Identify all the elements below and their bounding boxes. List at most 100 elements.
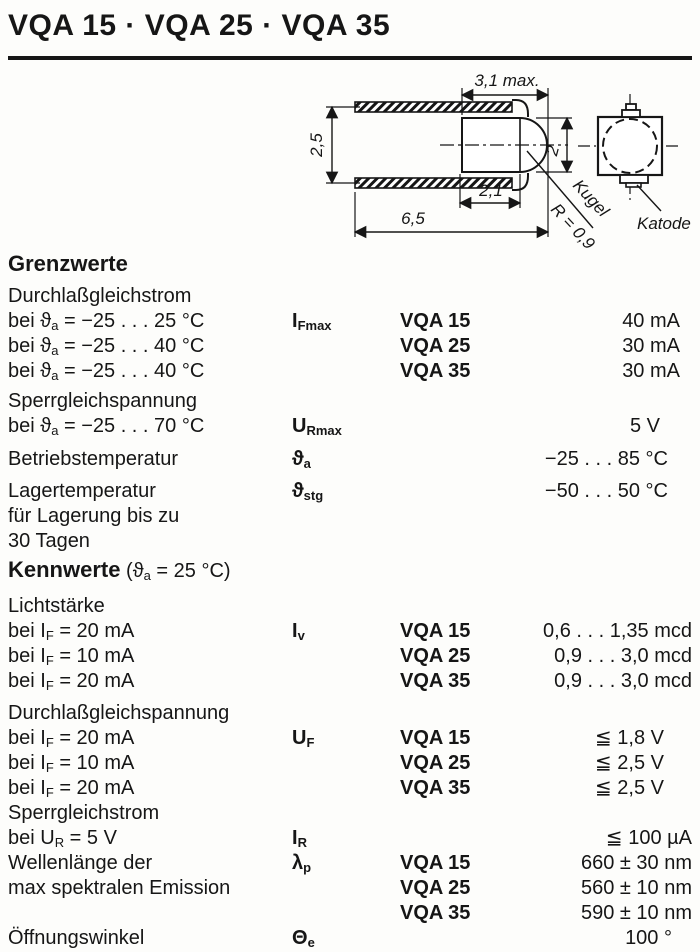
symbol: IFmax <box>292 310 332 333</box>
title-divider <box>8 56 692 60</box>
katode-label: Katode <box>637 214 691 233</box>
param-row: Lagertemperatur ϑstg −50 . . . 50 °C <box>8 479 692 504</box>
param-group-sperrgleichspannung: Sperrgleichspannung bei ϑa = −25 . . . 7… <box>8 389 692 439</box>
symbol: Iv <box>292 620 305 643</box>
param-row: bei IF = 20 mA UF VQA 15 ≦ 1,8 V <box>8 726 692 751</box>
value: 5 V <box>629 415 660 437</box>
value: 590 ± 10 nm <box>580 902 692 924</box>
symbol: UF <box>292 727 315 750</box>
value: −50 . . . 50 °C <box>544 480 668 502</box>
kugel-leader-line <box>526 150 594 229</box>
section-heading-grenzwerte: Grenzwerte <box>8 251 128 276</box>
led-outline-drawing: 3,1 max. 2,5 2 2,1 6,5 Kugel R = 0,9 <box>307 71 691 254</box>
dim-label-length: 6,5 <box>401 209 425 228</box>
lead-top <box>354 101 513 113</box>
param-name: Lichtstärke <box>8 595 105 617</box>
dim-label-width-max: 3,1 max. <box>474 71 539 90</box>
model: VQA 35 <box>400 902 471 924</box>
param-row: bei IF = 10 mA VQA 25 0,9 . . . 3,0 mcd <box>8 644 692 669</box>
value: 0,9 . . . 3,0 mcd <box>554 670 692 692</box>
param-group-durchlassgleichspannung: Durchlaßgleichspannung bei IF = 20 mA UF… <box>8 701 692 801</box>
model: VQA 15 <box>400 620 471 642</box>
param-name: Durchlaßgleichspannung <box>8 702 230 724</box>
section-heading-kennwerte: Kennwerte (ϑa = 25 °C) <box>8 557 231 583</box>
param-row: bei UR = 5 V IR ≦ 100 µA <box>8 826 692 851</box>
model: VQA 25 <box>400 335 471 357</box>
param-row: VQA 35 590 ± 10 nm <box>8 901 692 926</box>
value: 30 mA <box>622 335 680 357</box>
page-title: VQA 15 · VQA 25 · VQA 35 <box>8 9 391 42</box>
model: VQA 35 <box>400 670 471 692</box>
value: 40 mA <box>622 310 680 332</box>
value: ≦ 1,8 V <box>594 727 664 749</box>
model: VQA 25 <box>400 752 471 774</box>
param-row: bei IF = 20 mA Iv VQA 15 0,6 . . . 1,35 … <box>8 619 692 644</box>
param-note: 30 Tagen <box>8 530 90 552</box>
cathode-tab-small <box>625 182 642 188</box>
param-name: Sperrgleichstrom <box>8 802 160 824</box>
param-row: bei ϑa = −25 . . . 70 °C URmax 5 V <box>8 414 692 439</box>
model: VQA 25 <box>400 645 471 667</box>
param-name: Durchlaßgleichstrom <box>8 285 192 307</box>
symbol: URmax <box>292 415 342 438</box>
param-name: Öffnungswinkel <box>8 927 145 949</box>
model: VQA 35 <box>400 360 471 382</box>
cathode-tab <box>619 174 649 184</box>
param-row: bei IF = 20 mA VQA 35 0,9 . . . 3,0 mcd <box>8 669 692 694</box>
condition: bei ϑa = −25 . . . 40 °C <box>8 335 205 358</box>
value: ≦ 2,5 V <box>594 777 664 799</box>
condition: bei IF = 20 mA <box>8 777 135 800</box>
param-group-wellenlaenge: Wellenlänge der λp VQA 15 660 ± 30 nm ma… <box>8 851 692 926</box>
param-name: Sperrgleichspannung <box>8 390 198 412</box>
param-row: bei ϑa = −25 . . . 40 °C VQA 25 30 mA <box>8 334 692 359</box>
value: 30 mA <box>622 360 680 382</box>
condition: bei IF = 20 mA <box>8 727 135 750</box>
value: 560 ± 10 nm <box>580 877 692 899</box>
anode-tab-small <box>625 103 637 111</box>
model: VQA 15 <box>400 852 471 874</box>
value: ≦ 2,5 V <box>594 752 664 774</box>
model: VQA 25 <box>400 877 471 899</box>
param-row: bei ϑa = −25 . . . 40 °C VQA 35 30 mA <box>8 359 692 384</box>
condition: bei IF = 10 mA <box>8 645 135 668</box>
param-row: max spektralen Emission VQA 25 560 ± 10 … <box>8 876 692 901</box>
value: ≦ 100 µA <box>605 827 692 849</box>
value: 100 ° <box>625 927 672 949</box>
value: −25 . . . 85 °C <box>544 448 668 470</box>
katode-leader-line <box>636 184 662 212</box>
condition: bei ϑa = −25 . . . 25 °C <box>8 310 205 333</box>
clip-bend-bottom <box>512 173 529 191</box>
value: 0,6 . . . 1,35 mcd <box>543 620 692 642</box>
front-view-package <box>596 115 664 177</box>
condition: bei IF = 10 mA <box>8 752 135 775</box>
symbol: Θe <box>292 927 315 950</box>
condition: bei UR = 5 V <box>8 827 117 850</box>
param-row-oeffnungswinkel: Öffnungswinkel Θe 100 ° <box>8 926 692 951</box>
param-note: für Lagerung bis zu <box>8 505 180 527</box>
symbol: λp <box>292 852 312 875</box>
param-name: max spektralen Emission <box>8 877 231 899</box>
condition: bei ϑa = −25 . . . 70 °C <box>8 415 205 438</box>
param-name: Lagertemperatur <box>8 480 156 502</box>
param-group-sperrgleichstrom: Sperrgleichstrom bei UR = 5 V IR ≦ 100 µ… <box>8 801 692 851</box>
param-group-lagertemperatur: Lagertemperatur ϑstg −50 . . . 50 °C für… <box>8 479 692 554</box>
model: VQA 15 <box>400 310 471 332</box>
anode-tab <box>621 109 641 118</box>
param-row: bei IF = 10 mA VQA 25 ≦ 2,5 V <box>8 751 692 776</box>
dim-label-height: 2,5 <box>307 133 326 158</box>
model: VQA 35 <box>400 777 471 799</box>
led-body <box>461 117 548 173</box>
symbol: ϑa <box>292 448 311 471</box>
clip-bend-top <box>512 99 529 117</box>
model: VQA 15 <box>400 727 471 749</box>
param-group-durchlassgleichstrom: Durchlaßgleichstrom bei ϑa = −25 . . . 2… <box>8 284 692 384</box>
param-name: Betriebstemperatur <box>8 448 179 470</box>
condition: bei IF = 20 mA <box>8 620 135 643</box>
front-view-dome-circle <box>602 118 658 174</box>
dim-label-body: 2,1 <box>478 181 503 200</box>
param-row: Wellenlänge der λp VQA 15 660 ± 30 nm <box>8 851 692 876</box>
param-row: bei IF = 20 mA VQA 35 ≦ 2,5 V <box>8 776 692 801</box>
param-row-betriebstemperatur: Betriebstemperatur ϑa −25 . . . 85 °C <box>8 447 692 472</box>
param-name: Wellenlänge der <box>8 852 153 874</box>
